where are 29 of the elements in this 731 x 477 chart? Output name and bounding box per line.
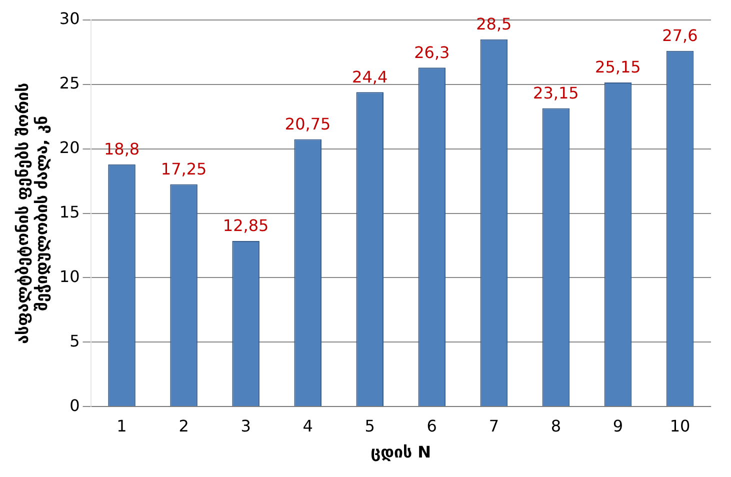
- data-label: 17,25: [160, 159, 207, 178]
- x-tick-label: 1: [116, 416, 127, 436]
- y-tick-label: 0: [70, 396, 80, 415]
- y-tick-label: 30: [59, 9, 80, 28]
- data-label: 25,15: [595, 58, 641, 77]
- data-label: 27,6: [662, 26, 698, 46]
- y-tick-label: 20: [59, 138, 80, 158]
- x-tick-label: 5: [364, 416, 375, 436]
- y-axis-title: ასფალტბეტონის ფენებს შორის შეჭიდულობის ძალა, კნ: [12, 82, 51, 344]
- x-tick-label: 10: [670, 416, 690, 436]
- y-tick-label: 5: [70, 331, 80, 350]
- x-tick-label: 4: [302, 416, 313, 436]
- x-tick-label: 6: [426, 416, 437, 436]
- data-label: 12,85: [222, 216, 269, 236]
- x-tick-label: 2: [178, 416, 189, 436]
- x-tick-label: 9: [612, 416, 624, 436]
- y-tick-label: 25: [59, 74, 80, 93]
- data-label: 28,5: [476, 14, 512, 34]
- data-label: 23,15: [533, 83, 579, 102]
- data-label: 20,75: [284, 114, 331, 134]
- data-label: 24,4: [352, 67, 388, 86]
- data-label: 18,8: [104, 139, 140, 158]
- x-axis-title: ცდის N: [370, 442, 432, 462]
- x-tick-label: 3: [240, 416, 251, 436]
- y-tick-label: 10: [59, 266, 80, 286]
- y-tick-label: 15: [59, 202, 80, 222]
- x-tick-label: 8: [550, 416, 562, 436]
- x-tick-label: 7: [488, 416, 500, 436]
- data-label: 26,3: [414, 42, 450, 62]
